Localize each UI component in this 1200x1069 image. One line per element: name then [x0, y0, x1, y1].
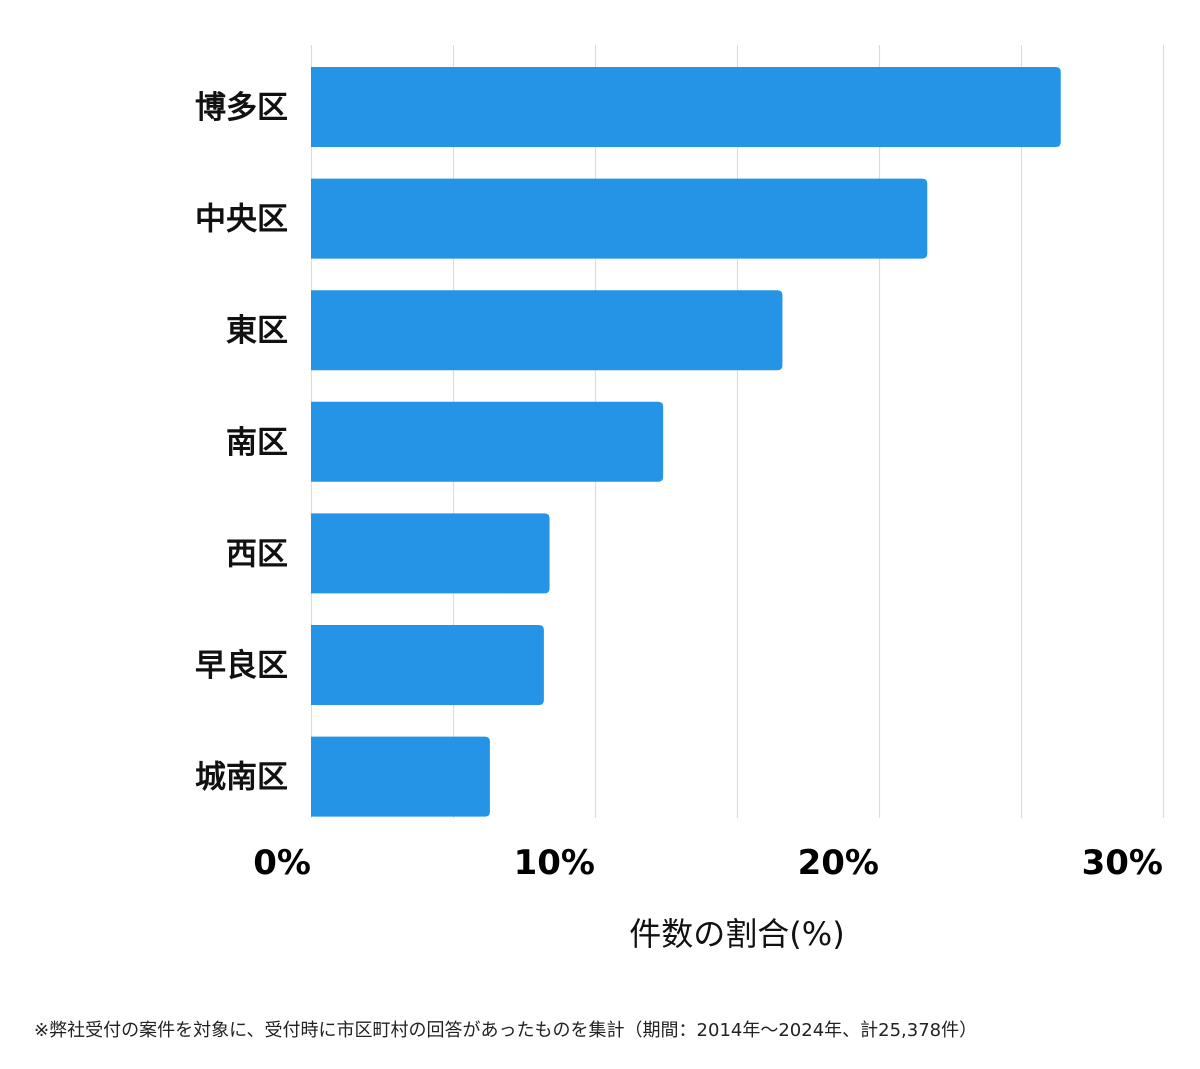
bar	[311, 67, 1061, 147]
bars	[311, 67, 1061, 817]
x-tick-label: 20%	[798, 843, 879, 883]
x-tick-label: 10%	[514, 843, 595, 883]
category-label: 城南区	[195, 760, 288, 796]
bar	[311, 178, 928, 259]
bar	[311, 625, 544, 705]
category-label: 博多区	[195, 90, 288, 126]
x-tick-label: 0%	[253, 843, 311, 883]
category-label: 南区	[226, 425, 288, 461]
bar	[311, 513, 550, 594]
bar	[311, 290, 783, 371]
x-tick-labels: 0% 10% 20% 30%	[253, 843, 1163, 883]
category-label: 東区	[226, 313, 288, 349]
category-label: 早良区	[195, 648, 288, 684]
category-label: 西区	[226, 536, 288, 572]
x-axis-title: 件数の割合(%)	[629, 915, 844, 953]
bar	[311, 736, 490, 817]
bar	[311, 401, 664, 482]
x-tick-label: 30%	[1082, 843, 1163, 883]
footnote: ※弊社受付の案件を対象に、受付時に市区町村の回答があったものを集計（期間：201…	[34, 1020, 978, 1041]
category-label: 中央区	[195, 202, 288, 238]
